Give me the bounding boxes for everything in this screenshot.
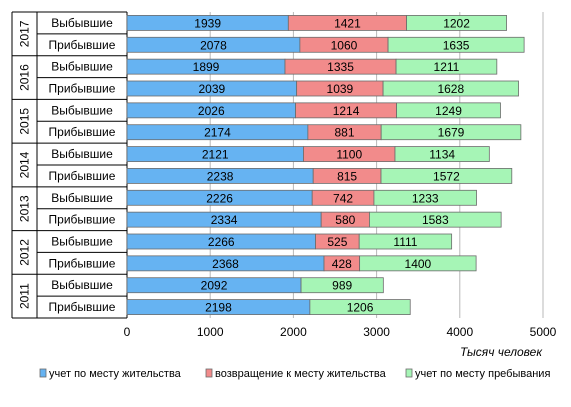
bar-segment-series-3 [395,58,498,75]
row-label: Прибывшие [49,125,116,139]
bar-segment-series-3 [406,15,507,31]
year-label-2015: 2015 [18,108,32,135]
row-label: Прибывшие [49,169,116,183]
data-label: 742 [333,191,353,205]
bar-segment-series-3 [387,36,525,53]
data-label: 2039 [198,82,225,96]
data-label: 1202 [443,16,470,30]
data-label: 1899 [193,60,220,74]
data-label: 2092 [201,279,228,293]
year-label-2013: 2013 [18,195,32,222]
bar-segment-series-3 [300,277,384,294]
bar-segment-series-3 [380,168,513,184]
gridlines [209,12,544,318]
x-axis-title: Тысяч человек [460,345,543,359]
data-label: 1039 [327,82,354,96]
bar-segment-series-3 [373,189,477,206]
data-label: 580 [335,213,355,227]
data-label: 1421 [334,16,361,30]
row-label: Прибывшие [49,213,116,227]
row-label: Прибывшие [49,38,116,52]
row-label: Выбывшие [51,235,113,249]
data-label: 1134 [429,148,455,162]
data-label: 989 [332,279,352,293]
row-label: Прибывшие [49,82,116,96]
legend-swatch-series-1 [39,368,47,378]
data-label: 1572 [433,169,460,183]
data-label: 525 [327,235,347,249]
data-label: 2238 [207,169,234,183]
data-label: 1939 [194,16,221,30]
year-label-2011: 2011 [18,283,32,309]
data-label: 1635 [443,38,470,52]
data-label: 1214 [333,104,360,118]
data-label: 1060 [331,38,358,52]
bar-segment-series-3 [396,102,501,119]
data-label: 1206 [347,301,374,315]
category-table: 2017 2016 2015 2014 2013 2012 2011 Выбывшие Приб… [11,11,128,319]
legend-label-series-1: учет по месту жительства [49,368,182,380]
row-label: Прибывшие [49,256,116,270]
bar-segment-series-3 [382,80,519,97]
year-label-2016: 2016 [18,64,32,91]
data-label: 1211 [434,60,460,74]
row-label: Выбывшие [51,147,113,161]
row-label: Выбывшие [51,16,113,30]
data-label: 2078 [200,38,227,52]
data-label: 1111 [393,235,417,249]
x-tick-label-2000: 2000 [280,325,307,339]
legend: учет по месту жительства возвращение к ме… [39,368,550,380]
x-tick-label-4000: 4000 [446,325,473,339]
row-label: Выбывшие [51,278,113,292]
data-label: 1335 [327,60,354,74]
row-label: Выбывшие [51,103,113,117]
bar-segment-series-3 [380,124,522,141]
data-label: 428 [332,257,352,271]
bar-segment-series-3 [309,299,411,315]
bar-segment-series-3 [359,255,477,272]
bar-segment-series-3 [394,146,490,162]
row-label: Прибывшие [49,300,116,314]
data-label: 1249 [435,104,462,118]
data-label: 2026 [198,104,225,118]
legend-label-series-2: возвращение к месту жительства [215,368,387,380]
x-tick-label-0: 0 [124,325,131,339]
x-tick-label-3000: 3000 [363,325,390,339]
data-label: 1233 [412,191,439,205]
year-label-2014: 2014 [18,151,32,178]
data-label: 2121 [202,148,229,162]
data-label: 1583 [422,213,449,227]
data-label: 1679 [438,126,465,140]
data-label: 1628 [437,82,464,96]
year-label-2012: 2012 [18,239,32,266]
legend-label-series-3: учет по месту пребывания [415,368,550,380]
bar-segment-series-3 [369,211,502,228]
data-label: 815 [337,169,357,183]
data-label: 2198 [205,301,232,315]
row-label: Выбывшие [51,60,113,74]
year-label-2017: 2017 [18,20,32,47]
data-label: 2334 [211,213,238,227]
legend-swatch-series-2 [205,368,213,378]
legend-swatch-series-3 [405,368,413,378]
x-tick-label-1000: 1000 [197,325,224,339]
row-label: Выбывшие [51,191,113,205]
data-label: 881 [335,126,355,140]
data-label: 1400 [405,257,432,271]
bar-segment-series-3 [358,233,453,250]
data-label: 2226 [206,191,233,205]
x-axis: 0 1000 2000 3000 4000 5000 [124,325,557,339]
data-label: 2174 [204,126,231,140]
data-label: 2368 [212,257,239,271]
data-label: 1100 [336,148,362,162]
data-label: 2266 [208,235,235,249]
x-tick-label-5000: 5000 [530,325,557,339]
bars: 1939 1421 1202 2078 1060 1635 1899 1335 1211 2039… [126,15,525,315]
